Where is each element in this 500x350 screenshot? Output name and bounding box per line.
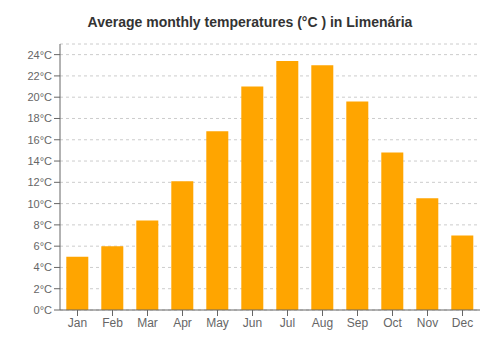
svg-text:8°C: 8°C	[34, 219, 53, 231]
svg-text:24°C: 24°C	[27, 49, 52, 61]
svg-text:0°C: 0°C	[34, 304, 53, 316]
svg-text:Dec: Dec	[452, 316, 473, 330]
svg-text:14°C: 14°C	[27, 155, 52, 167]
svg-text:12°C: 12°C	[27, 176, 52, 188]
svg-text:Jun: Jun	[243, 316, 262, 330]
svg-text:6°C: 6°C	[34, 240, 53, 252]
svg-text:Aug: Aug	[312, 316, 333, 330]
svg-text:Jul: Jul	[280, 316, 295, 330]
svg-text:10°C: 10°C	[27, 198, 52, 210]
html-text:Average monthly temperatures (: Average monthly temperatures (°C ) in Li…	[87, 14, 413, 30]
svg-text:Jan: Jan	[68, 316, 87, 330]
svg-text:16°C: 16°C	[27, 134, 52, 146]
svg-text:Nov: Nov	[417, 316, 438, 330]
svg-text:22°C: 22°C	[27, 70, 52, 82]
svg-text:Apr: Apr	[173, 316, 192, 330]
svg-text:20°C: 20°C	[27, 91, 52, 103]
svg-text:4°C: 4°C	[34, 261, 53, 273]
svg-text:Oct: Oct	[383, 316, 402, 330]
svg-text:2°C: 2°C	[34, 283, 53, 295]
svg-text:18°C: 18°C	[27, 112, 52, 124]
svg-text:May: May	[206, 316, 229, 330]
svg-text:Mar: Mar	[137, 316, 158, 330]
svg-text:Feb: Feb	[102, 316, 123, 330]
svg-text:Sep: Sep	[347, 316, 369, 330]
